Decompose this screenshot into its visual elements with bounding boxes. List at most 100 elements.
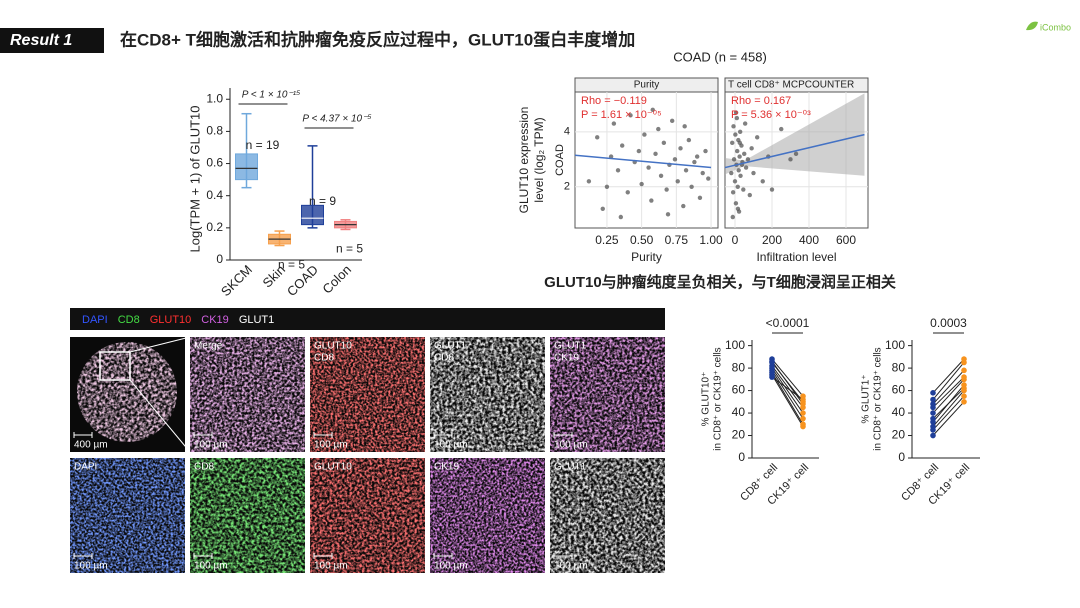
panel-label: GLUT1 — [554, 462, 587, 473]
stat-annotation: P = 1.61 × 10⁻⁰⁵ — [581, 109, 662, 121]
zoom-line — [129, 336, 191, 353]
y-axis-label: in CD8⁺ or CK19⁺ cells — [873, 347, 884, 450]
y-tick-label: 100 — [885, 338, 905, 352]
point — [930, 415, 936, 422]
point — [961, 359, 967, 366]
point — [961, 374, 967, 380]
y-tick-label: 1.0 — [206, 91, 223, 105]
scale-label: 100 µm — [314, 440, 348, 451]
point — [961, 367, 967, 374]
panel-label: GLUT10 — [314, 341, 352, 352]
y-tick-label: 60 — [732, 383, 746, 397]
n-label: n = 5 — [278, 258, 305, 272]
pair-line — [932, 370, 965, 405]
point — [742, 121, 748, 126]
point — [930, 404, 936, 411]
scale-label: 100 µm — [314, 561, 348, 572]
point — [682, 124, 687, 129]
panel-label: GLUT1 — [434, 341, 467, 352]
point — [703, 148, 708, 154]
point — [611, 121, 617, 126]
point — [930, 427, 936, 433]
subtitle: GLUT10与肿瘤纯度呈负相关，与T细胞浸润呈正相关 — [544, 273, 896, 291]
point — [800, 410, 806, 416]
point — [930, 432, 936, 439]
panel-label: CD8 — [434, 353, 454, 364]
zoom-line — [129, 379, 191, 453]
y-tick-label: 0 — [216, 252, 223, 266]
point — [625, 190, 630, 195]
scale-label: 100 µm — [554, 561, 588, 572]
header-label: Result 1 — [10, 32, 72, 49]
point — [694, 154, 700, 159]
point — [586, 179, 592, 184]
scale-label: 100 µm — [434, 561, 468, 572]
scale-bar — [553, 432, 573, 438]
point — [600, 206, 605, 211]
scale-bar — [193, 553, 213, 559]
scale-bar — [193, 432, 213, 438]
point — [731, 124, 736, 129]
pair-line — [932, 358, 965, 394]
point — [683, 168, 689, 173]
point — [658, 173, 664, 178]
fit-line — [574, 154, 712, 169]
point — [729, 170, 734, 176]
point — [741, 187, 746, 192]
point — [737, 154, 742, 159]
point — [743, 165, 749, 170]
y-tick-label: 0.8 — [206, 124, 223, 138]
y-tick-label: 80 — [892, 360, 906, 374]
y-tick-label: 4 — [564, 126, 570, 138]
panel-strip — [724, 77, 869, 93]
pair-line — [771, 358, 804, 397]
point — [646, 165, 651, 170]
x-tick-label: 1.00 — [699, 233, 723, 247]
point — [642, 132, 647, 137]
scale-bar — [313, 553, 333, 559]
point — [636, 148, 642, 154]
panel-label: CD8 — [314, 353, 334, 364]
point — [628, 113, 633, 118]
scale-bar — [313, 432, 333, 438]
scale-label: 100 µm — [554, 440, 588, 451]
y-tick-label: 0 — [898, 450, 905, 464]
point — [675, 179, 680, 184]
microscopy-image — [190, 337, 305, 452]
panel-label: Merge — [194, 341, 223, 352]
pair-line — [932, 395, 965, 431]
pair-line — [771, 367, 804, 414]
pair-line — [932, 376, 965, 408]
x-tick-label: 400 — [799, 233, 819, 247]
pair-line — [932, 387, 965, 420]
point — [697, 195, 703, 200]
point — [665, 212, 671, 217]
point — [656, 126, 661, 132]
stat-annotation: Rho = 0.167 — [731, 95, 791, 107]
scale-label: 100 µm — [434, 440, 468, 451]
category-label: SKCM — [218, 262, 255, 299]
y-tick-label: 40 — [892, 405, 906, 419]
header-label-bg — [0, 28, 104, 53]
scale-label: 100 µm — [194, 440, 228, 451]
y-tick-label: 20 — [732, 428, 746, 442]
fit-line — [724, 133, 865, 169]
stat-annotation: Rho = −0.119 — [581, 95, 647, 107]
point — [669, 118, 675, 124]
y-tick-label: 2 — [564, 181, 570, 193]
pair-line — [771, 361, 804, 405]
point — [751, 170, 756, 176]
point — [604, 184, 610, 189]
panel-label: CK19 — [554, 353, 579, 364]
point — [653, 151, 658, 157]
y-axis-label: % GLUT10⁺ — [701, 372, 712, 427]
point — [930, 410, 936, 416]
point — [735, 206, 741, 211]
microscopy-image — [310, 458, 425, 573]
pair-line — [771, 376, 804, 400]
microscopy-image — [77, 342, 177, 442]
point — [961, 385, 967, 392]
p-value: <0.0001 — [766, 316, 810, 330]
point — [595, 135, 600, 140]
